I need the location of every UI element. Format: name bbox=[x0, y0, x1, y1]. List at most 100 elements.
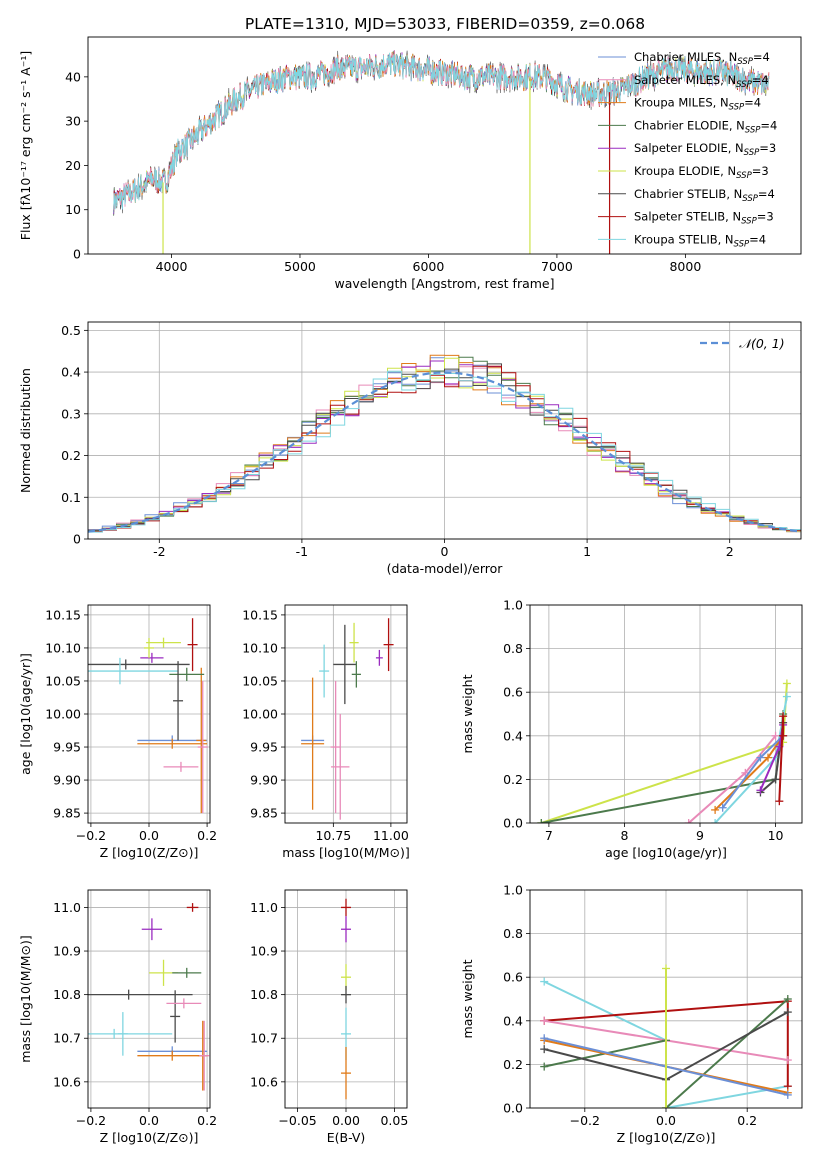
x-tick-label: 0.2 bbox=[737, 1113, 757, 1128]
weight-marker bbox=[771, 731, 780, 740]
y-tick-label: 10.8 bbox=[250, 987, 278, 1002]
y-tick-label: 0.6 bbox=[503, 970, 523, 985]
y-tick-label: 10.05 bbox=[45, 673, 81, 688]
legend-entry: Salpeter MILES, NSSP=4 bbox=[634, 73, 769, 90]
data-point bbox=[199, 1020, 210, 1091]
data-point bbox=[341, 1046, 351, 1100]
weight-marker bbox=[540, 1016, 549, 1025]
y-tick-label: 10.7 bbox=[250, 1031, 278, 1046]
data-point bbox=[137, 1050, 208, 1061]
y-tick-label: 10.05 bbox=[242, 673, 278, 688]
y-tick-label: 0.4 bbox=[61, 365, 81, 380]
y-tick-label: 0.8 bbox=[503, 641, 523, 656]
legend-entry: Kroupa ELODIE, NSSP=3 bbox=[634, 164, 769, 181]
axes-frame bbox=[529, 604, 803, 824]
data-point bbox=[117, 1012, 128, 1056]
y-axis-label: Normed distribution bbox=[18, 368, 33, 493]
y-tick-label: 0.4 bbox=[503, 728, 523, 743]
weight-series-line bbox=[540, 683, 788, 823]
weight-marker bbox=[540, 1062, 549, 1071]
x-axis-label: E(B-V) bbox=[327, 1130, 366, 1145]
x-tick-label: 9 bbox=[696, 828, 704, 843]
y-tick-label: 10.7 bbox=[53, 1031, 81, 1046]
x-axis-label: wavelength [Angstrom, rest frame] bbox=[334, 276, 554, 291]
weight-marker bbox=[783, 1090, 792, 1099]
legend-entry: Salpeter ELODIE, NSSP=3 bbox=[634, 141, 776, 158]
y-tick-label: 10.10 bbox=[45, 640, 81, 655]
y-tick-label: 10.6 bbox=[250, 1074, 278, 1089]
data-point bbox=[88, 659, 190, 670]
x-tick-label: 0.0 bbox=[139, 828, 159, 843]
weight-marker bbox=[756, 786, 765, 795]
x-tick-label: 0 bbox=[441, 544, 449, 559]
y-tick-label: 40 bbox=[65, 69, 81, 84]
y-axis-label: mass weight bbox=[460, 674, 475, 753]
weight-marker bbox=[711, 805, 720, 814]
weight-vs-Z-axes: −0.2 0.0 0.2 0.0 0.2 0.4 0.6 0.8 1.0 Z [log10(Z/Z… bbox=[460, 883, 803, 1145]
data-point bbox=[330, 680, 341, 814]
mass-vs-EBV-axes: −0.05 0.00 0.05 10.6 10.7 10.8 10.9 11.0 E(B-V) bbox=[250, 889, 408, 1145]
data-point bbox=[146, 637, 181, 648]
x-tick-label: −0.2 bbox=[76, 1113, 106, 1128]
legend-entry: 𝒩(0, 1) bbox=[739, 336, 785, 351]
x-tick-label: 2 bbox=[726, 544, 734, 559]
weight-marker bbox=[756, 753, 765, 762]
x-tick-label: 4000 bbox=[156, 259, 188, 274]
x-tick-label: 6000 bbox=[413, 259, 445, 274]
y-tick-label: 0.2 bbox=[503, 1057, 523, 1072]
y-tick-label: 9.95 bbox=[250, 740, 278, 755]
legend-entry: Kroupa MILES, NSSP=4 bbox=[634, 96, 761, 113]
normal-curve bbox=[88, 371, 801, 533]
y-tick-label: 9.95 bbox=[53, 740, 81, 755]
data-point bbox=[341, 916, 351, 943]
x-axis-label: Z [log10(Z/Z⊙)] bbox=[100, 1130, 199, 1145]
y-tick-label: 1.0 bbox=[503, 883, 523, 898]
residual-histogram bbox=[88, 370, 801, 533]
data-point bbox=[186, 903, 199, 912]
spectrum-axes: 4000 5000 6000 7000 8000 0 10 20 30 40 wavelength … bbox=[18, 36, 802, 291]
x-tick-label: 0.2 bbox=[197, 828, 217, 843]
y-tick-label: 10.10 bbox=[242, 640, 278, 655]
data-point bbox=[333, 624, 357, 705]
age-vs-Z-axes: −0.2 0.0 0.2 9.85 9.90 9.95 10.00 10.05 10.10 10.… bbox=[18, 604, 217, 860]
x-axis-label: Z [log10(Z/Z⊙)] bbox=[617, 1130, 716, 1145]
y-tick-label: 20 bbox=[65, 158, 81, 173]
legend-entry: Kroupa STELIB, NSSP=4 bbox=[634, 232, 766, 249]
y-tick-label: 9.85 bbox=[53, 806, 81, 821]
x-tick-label: 11.00 bbox=[373, 828, 409, 843]
x-tick-label: −0.2 bbox=[76, 828, 106, 843]
data-point bbox=[341, 985, 351, 1004]
weight-vs-age-axes: 7 8 9 10 0.0 0.2 0.4 0.6 0.8 1.0 age [log10(age/yr… bbox=[460, 598, 803, 860]
axes-frame bbox=[87, 889, 211, 1109]
y-tick-label: 0.4 bbox=[503, 1013, 523, 1028]
y-tick-label: 10.9 bbox=[250, 944, 278, 959]
y-tick-label: 10.00 bbox=[242, 707, 278, 722]
data-point bbox=[319, 644, 330, 698]
x-tick-label: 10.75 bbox=[315, 828, 351, 843]
figure-title: PLATE=1310, MJD=53033, FIBERID=0359, z=0… bbox=[245, 15, 645, 33]
x-tick-label: 0.05 bbox=[380, 1113, 408, 1128]
weight-marker bbox=[764, 753, 772, 762]
y-axis-label: age [log10(age/yr)] bbox=[18, 653, 33, 775]
x-tick-label: 1 bbox=[583, 544, 591, 559]
data-point bbox=[88, 989, 193, 1000]
data-point bbox=[141, 918, 163, 941]
x-axis-label: age [log10(age/yr)] bbox=[605, 845, 727, 860]
y-tick-label: 10.8 bbox=[53, 987, 81, 1002]
weight-marker bbox=[783, 995, 792, 1003]
axes-frame bbox=[284, 604, 408, 824]
y-tick-label: 11.0 bbox=[53, 900, 81, 915]
y-tick-label: 0.5 bbox=[61, 323, 81, 338]
weight-marker bbox=[711, 819, 720, 823]
y-tick-label: 10 bbox=[65, 202, 81, 217]
age-vs-mass-axes: 10.75 11.00 9.85 9.90 9.95 10.00 10.05 10.10 10.… bbox=[242, 604, 410, 860]
data-point bbox=[163, 761, 199, 772]
x-tick-label: 5000 bbox=[284, 259, 316, 274]
data-point bbox=[375, 649, 383, 666]
data-point bbox=[301, 677, 325, 810]
data-point bbox=[349, 622, 359, 663]
data-point bbox=[351, 661, 361, 688]
legend-entry: Chabrier STELIB, NSSP=4 bbox=[634, 187, 775, 204]
data-point bbox=[140, 652, 164, 663]
